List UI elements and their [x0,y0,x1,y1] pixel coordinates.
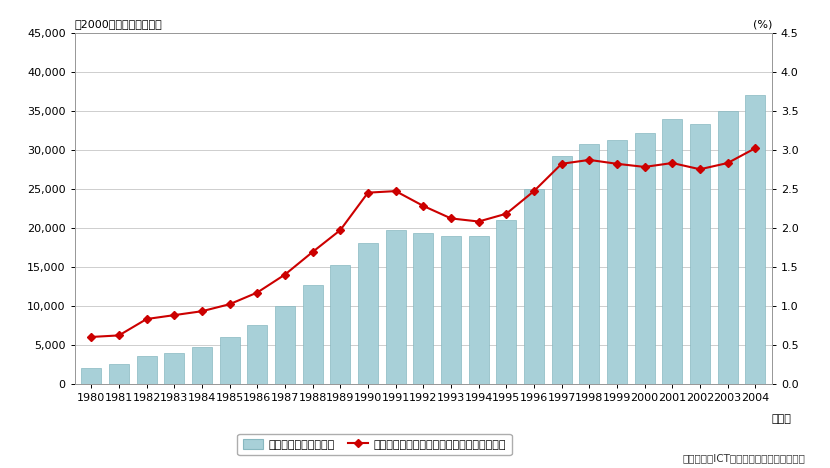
Bar [386,230,406,384]
Bar [192,347,212,384]
Bar [690,124,710,384]
Bar [413,233,433,384]
Bar [524,189,544,384]
Bar [607,139,627,384]
Bar [220,337,240,384]
Bar [330,265,350,384]
Bar [635,132,655,384]
Bar [579,144,599,384]
Text: （年）: （年） [772,414,792,424]
Bar [662,119,682,384]
Bar [496,220,516,384]
Bar [718,111,738,384]
Text: （2000年価格、十億円）: （2000年価格、十億円） [75,19,163,29]
Bar [137,357,157,384]
Bar [441,235,461,384]
Bar [164,352,184,384]
Legend: 民間情報資本ストック, 民間資本ストックに占める情報通信資本比率: 民間情報資本ストック, 民間資本ストックに占める情報通信資本比率 [237,433,511,455]
Bar [552,156,572,384]
Bar [745,95,765,384]
Bar [247,325,267,384]
Text: （出典）「ICTの経済分析に関する調査」: （出典）「ICTの経済分析に関する調査」 [682,453,805,463]
Bar [469,235,489,384]
Bar [275,306,295,384]
Bar [109,364,129,384]
Bar [81,368,101,384]
Bar [303,285,323,384]
Text: (%): (%) [753,19,772,29]
Bar [358,243,378,384]
